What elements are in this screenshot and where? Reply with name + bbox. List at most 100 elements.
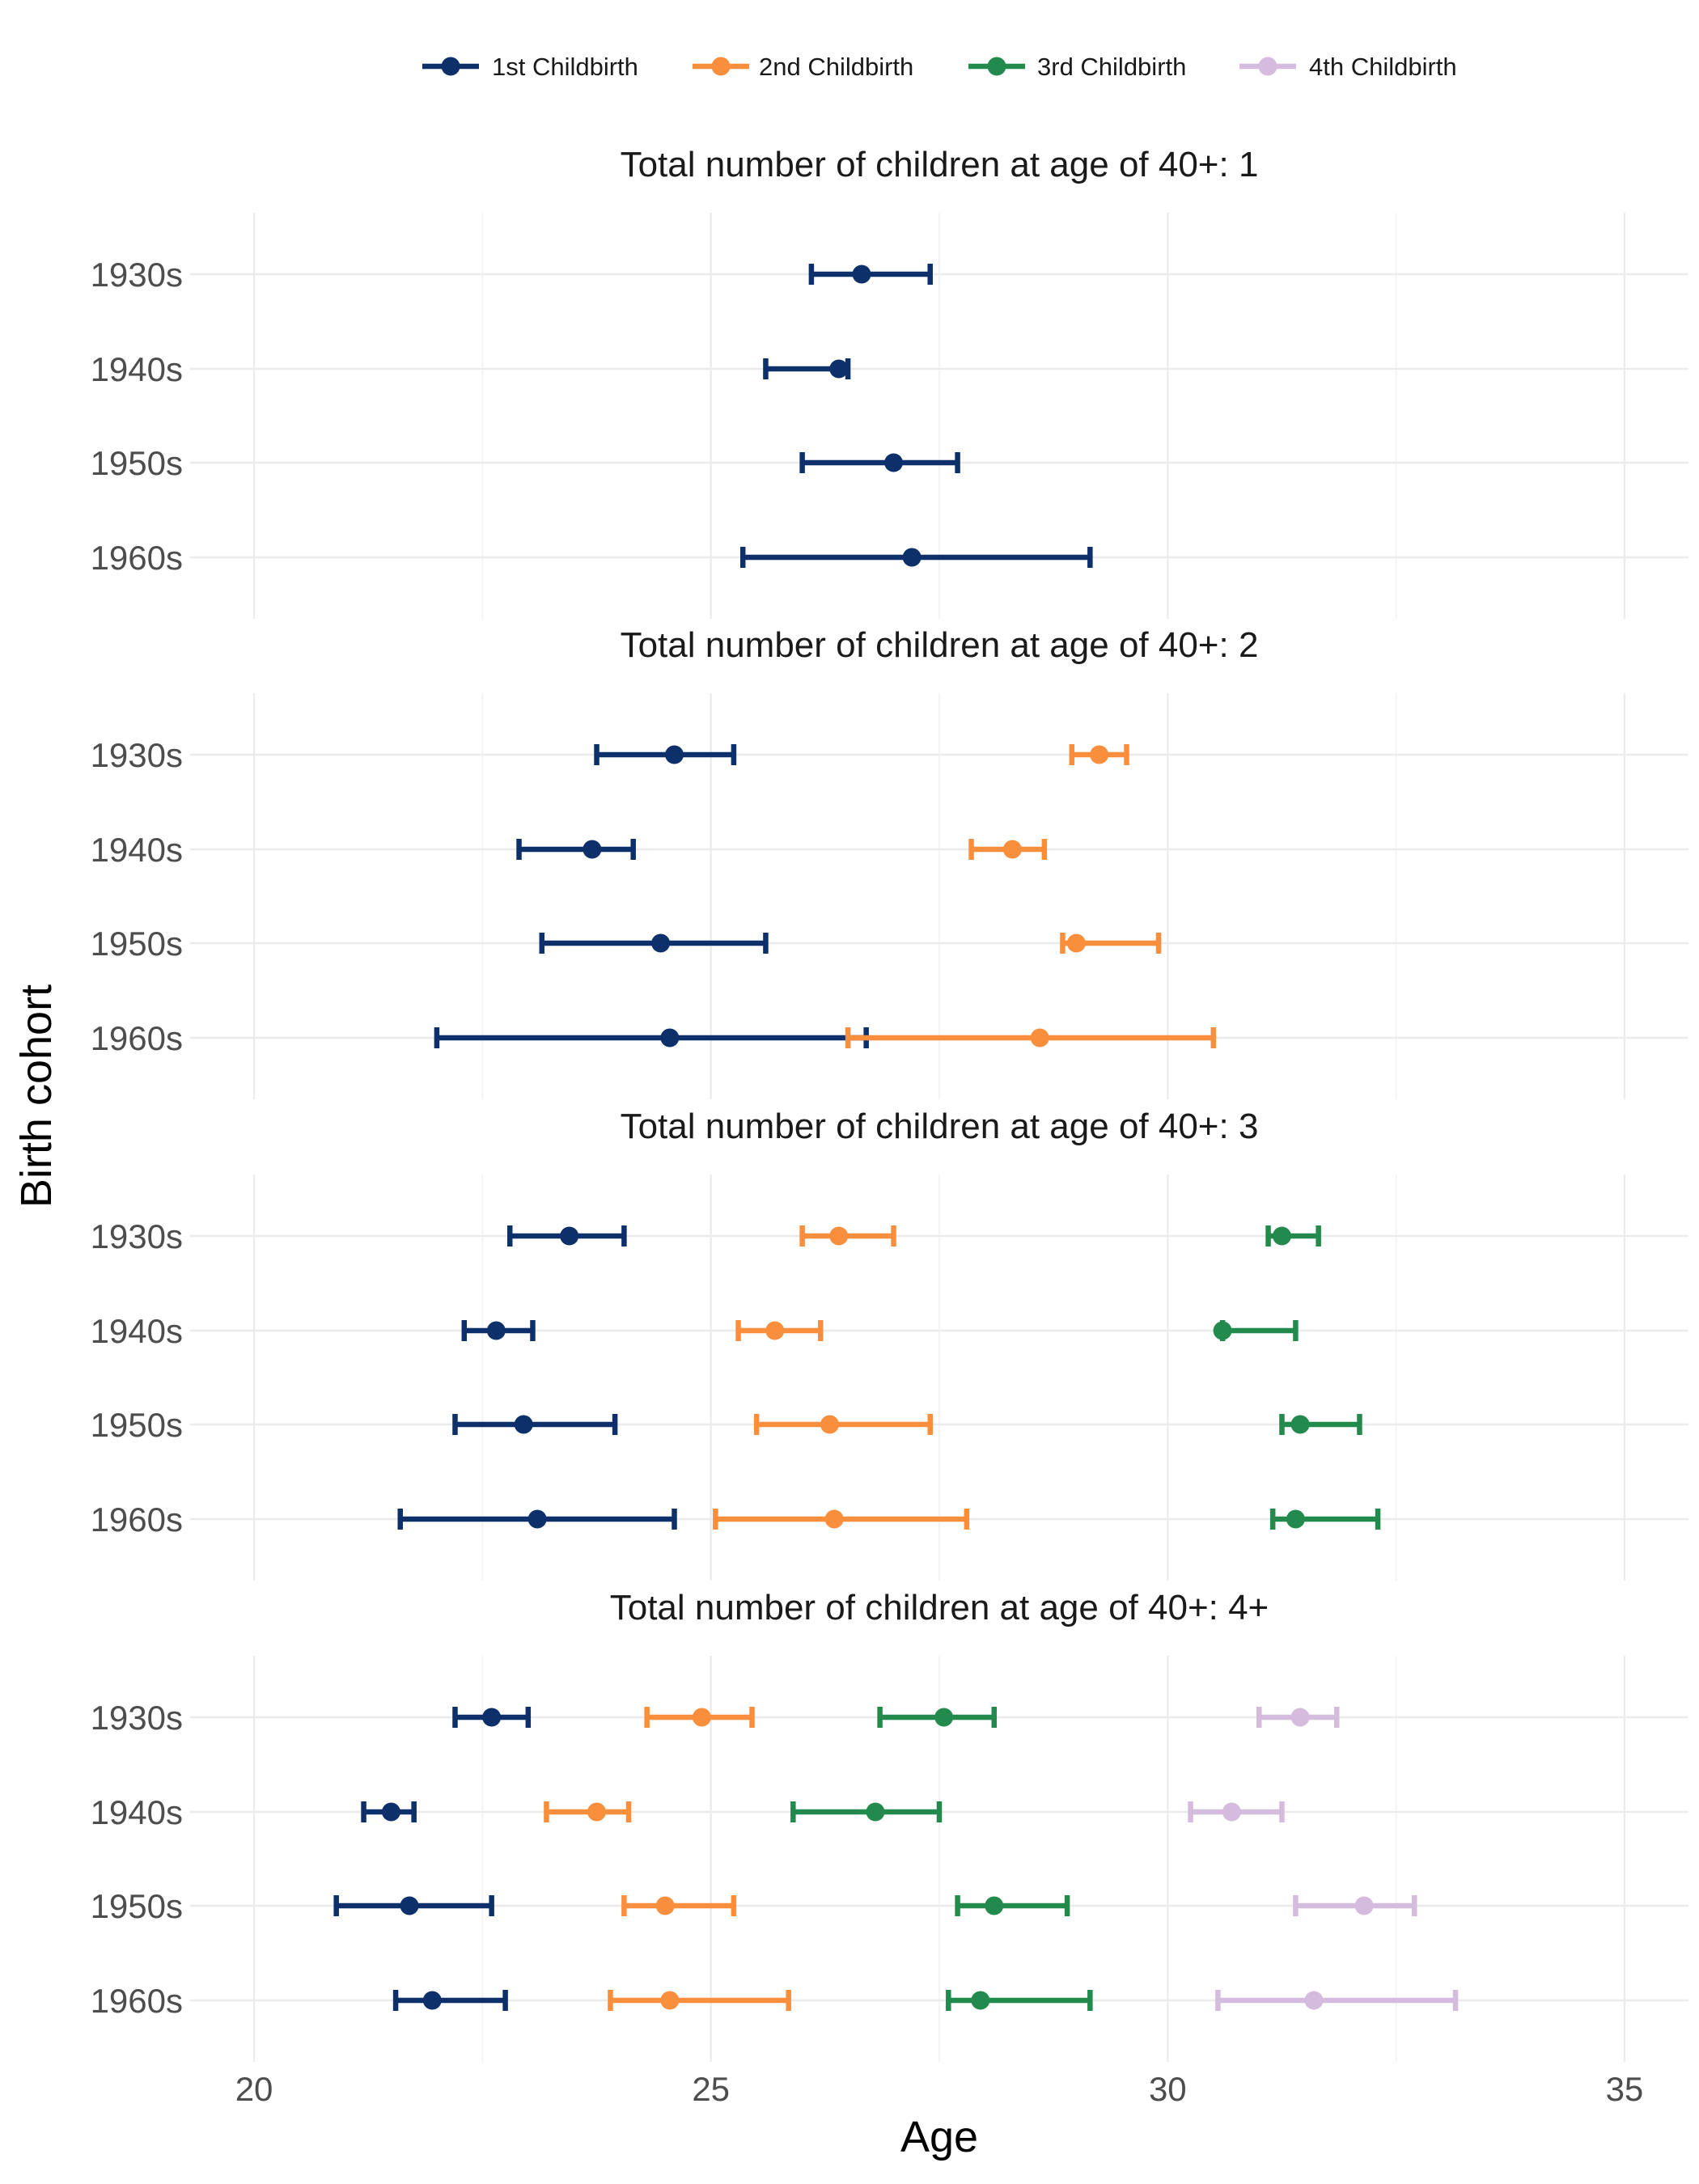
error-bar xyxy=(333,1895,494,1916)
data-point xyxy=(527,1509,547,1529)
y-tick-label: 1960s xyxy=(91,1019,183,1057)
data-point xyxy=(1222,1802,1241,1822)
panel-title: Total number of children at age of 40+: … xyxy=(610,1588,1269,1627)
series-group xyxy=(845,744,1217,1048)
data-point xyxy=(1213,1321,1232,1340)
error-bar xyxy=(452,1414,618,1435)
data-point xyxy=(1304,1991,1324,2010)
y-tick-label: 1940s xyxy=(91,831,183,869)
facet-panel: Total number of children at age of 40+: … xyxy=(91,145,1688,619)
legend-key-point xyxy=(441,57,460,76)
error-bar xyxy=(434,1027,869,1048)
data-point xyxy=(902,548,922,567)
error-bar xyxy=(392,1990,508,2011)
y-tick-label: 1930s xyxy=(91,736,183,774)
error-bar xyxy=(790,1801,943,1822)
series-group xyxy=(1188,1707,1459,2011)
x-tick-label: 25 xyxy=(692,2070,730,2108)
error-bar xyxy=(544,1801,632,1822)
error-bar xyxy=(644,1707,755,1728)
error-bar xyxy=(845,1027,1217,1048)
data-point xyxy=(820,1415,839,1434)
data-point xyxy=(985,1896,1004,1915)
data-point xyxy=(829,359,849,379)
data-point xyxy=(400,1896,419,1915)
facet-panel: Total number of children at age of 40+: … xyxy=(91,1588,1688,2062)
series-group xyxy=(434,744,869,1048)
data-point xyxy=(824,1509,844,1529)
legend-key-point xyxy=(1258,57,1277,76)
error-bar xyxy=(877,1707,998,1728)
error-bar xyxy=(516,839,636,860)
y-tick-label: 1950s xyxy=(91,1887,183,1925)
data-point xyxy=(514,1415,533,1434)
legend-item: 4th Childbirth xyxy=(1239,53,1457,81)
series-group xyxy=(333,1707,532,2011)
data-point xyxy=(482,1708,502,1727)
x-tick-label: 35 xyxy=(1606,2070,1644,2108)
y-tick-label: 1940s xyxy=(91,350,183,388)
data-point xyxy=(1354,1896,1374,1915)
data-point xyxy=(486,1321,506,1340)
data-point xyxy=(829,1226,849,1246)
facet-panel: Total number of children at age of 40+: … xyxy=(91,625,1688,1099)
error-bar xyxy=(1269,1509,1381,1530)
legend-item: 3rd Childbirth xyxy=(968,53,1186,81)
data-point xyxy=(381,1802,400,1822)
y-tick-label: 1940s xyxy=(91,1312,183,1350)
panel-title: Total number of children at age of 40+: … xyxy=(621,145,1259,184)
series-group xyxy=(397,1225,677,1530)
y-tick-label: 1960s xyxy=(91,1500,183,1539)
series-group xyxy=(1213,1225,1381,1530)
data-point xyxy=(1030,1028,1049,1048)
legend-key-point xyxy=(987,57,1006,76)
error-bar xyxy=(753,1414,933,1435)
y-tick-label: 1930s xyxy=(91,1217,183,1255)
legend-label: 3rd Childbirth xyxy=(1037,53,1186,81)
data-point xyxy=(587,1802,607,1822)
error-bar xyxy=(1279,1414,1362,1435)
data-point xyxy=(660,1028,680,1048)
legend-item: 2nd Childbirth xyxy=(693,53,913,81)
data-point xyxy=(660,1991,680,2010)
data-point xyxy=(1066,933,1086,953)
data-point xyxy=(422,1991,442,2010)
error-bar xyxy=(1293,1895,1417,1916)
y-tick-label: 1950s xyxy=(91,1406,183,1444)
error-bar xyxy=(361,1801,417,1822)
data-point xyxy=(971,1991,990,2010)
y-tick-label: 1950s xyxy=(91,444,183,482)
error-bar xyxy=(621,1895,737,1916)
error-bar xyxy=(539,933,769,954)
data-point xyxy=(852,265,871,284)
error-bar xyxy=(799,452,960,473)
data-point xyxy=(1290,1415,1310,1434)
error-bar xyxy=(452,1707,532,1728)
x-axis-title: Age xyxy=(900,2113,978,2161)
data-point xyxy=(1290,1708,1310,1727)
y-tick-label: 1960s xyxy=(91,539,183,577)
error-bar xyxy=(799,1225,896,1246)
data-point xyxy=(866,1802,885,1822)
panel-title: Total number of children at age of 40+: … xyxy=(621,1107,1259,1146)
error-bar xyxy=(1256,1707,1340,1728)
error-bar xyxy=(968,839,1048,860)
error-bar xyxy=(763,358,851,379)
error-bar xyxy=(713,1509,970,1530)
y-tick-label: 1940s xyxy=(91,1793,183,1831)
data-point xyxy=(692,1708,711,1727)
legend-label: 4th Childbirth xyxy=(1309,53,1457,81)
data-point xyxy=(560,1226,579,1246)
legend-label: 1st Childbirth xyxy=(492,53,638,81)
data-point xyxy=(583,840,602,859)
error-bar xyxy=(739,547,1093,568)
error-bar xyxy=(461,1320,536,1341)
data-point xyxy=(651,933,671,953)
data-point xyxy=(1286,1509,1305,1529)
error-bar xyxy=(946,1990,1093,2011)
panel-title: Total number of children at age of 40+: … xyxy=(621,625,1259,665)
y-tick-label: 1960s xyxy=(91,1982,183,2020)
error-bar xyxy=(608,1990,791,2011)
x-axis: 20 25 30 35 xyxy=(235,2070,1644,2108)
error-bar xyxy=(506,1225,627,1246)
